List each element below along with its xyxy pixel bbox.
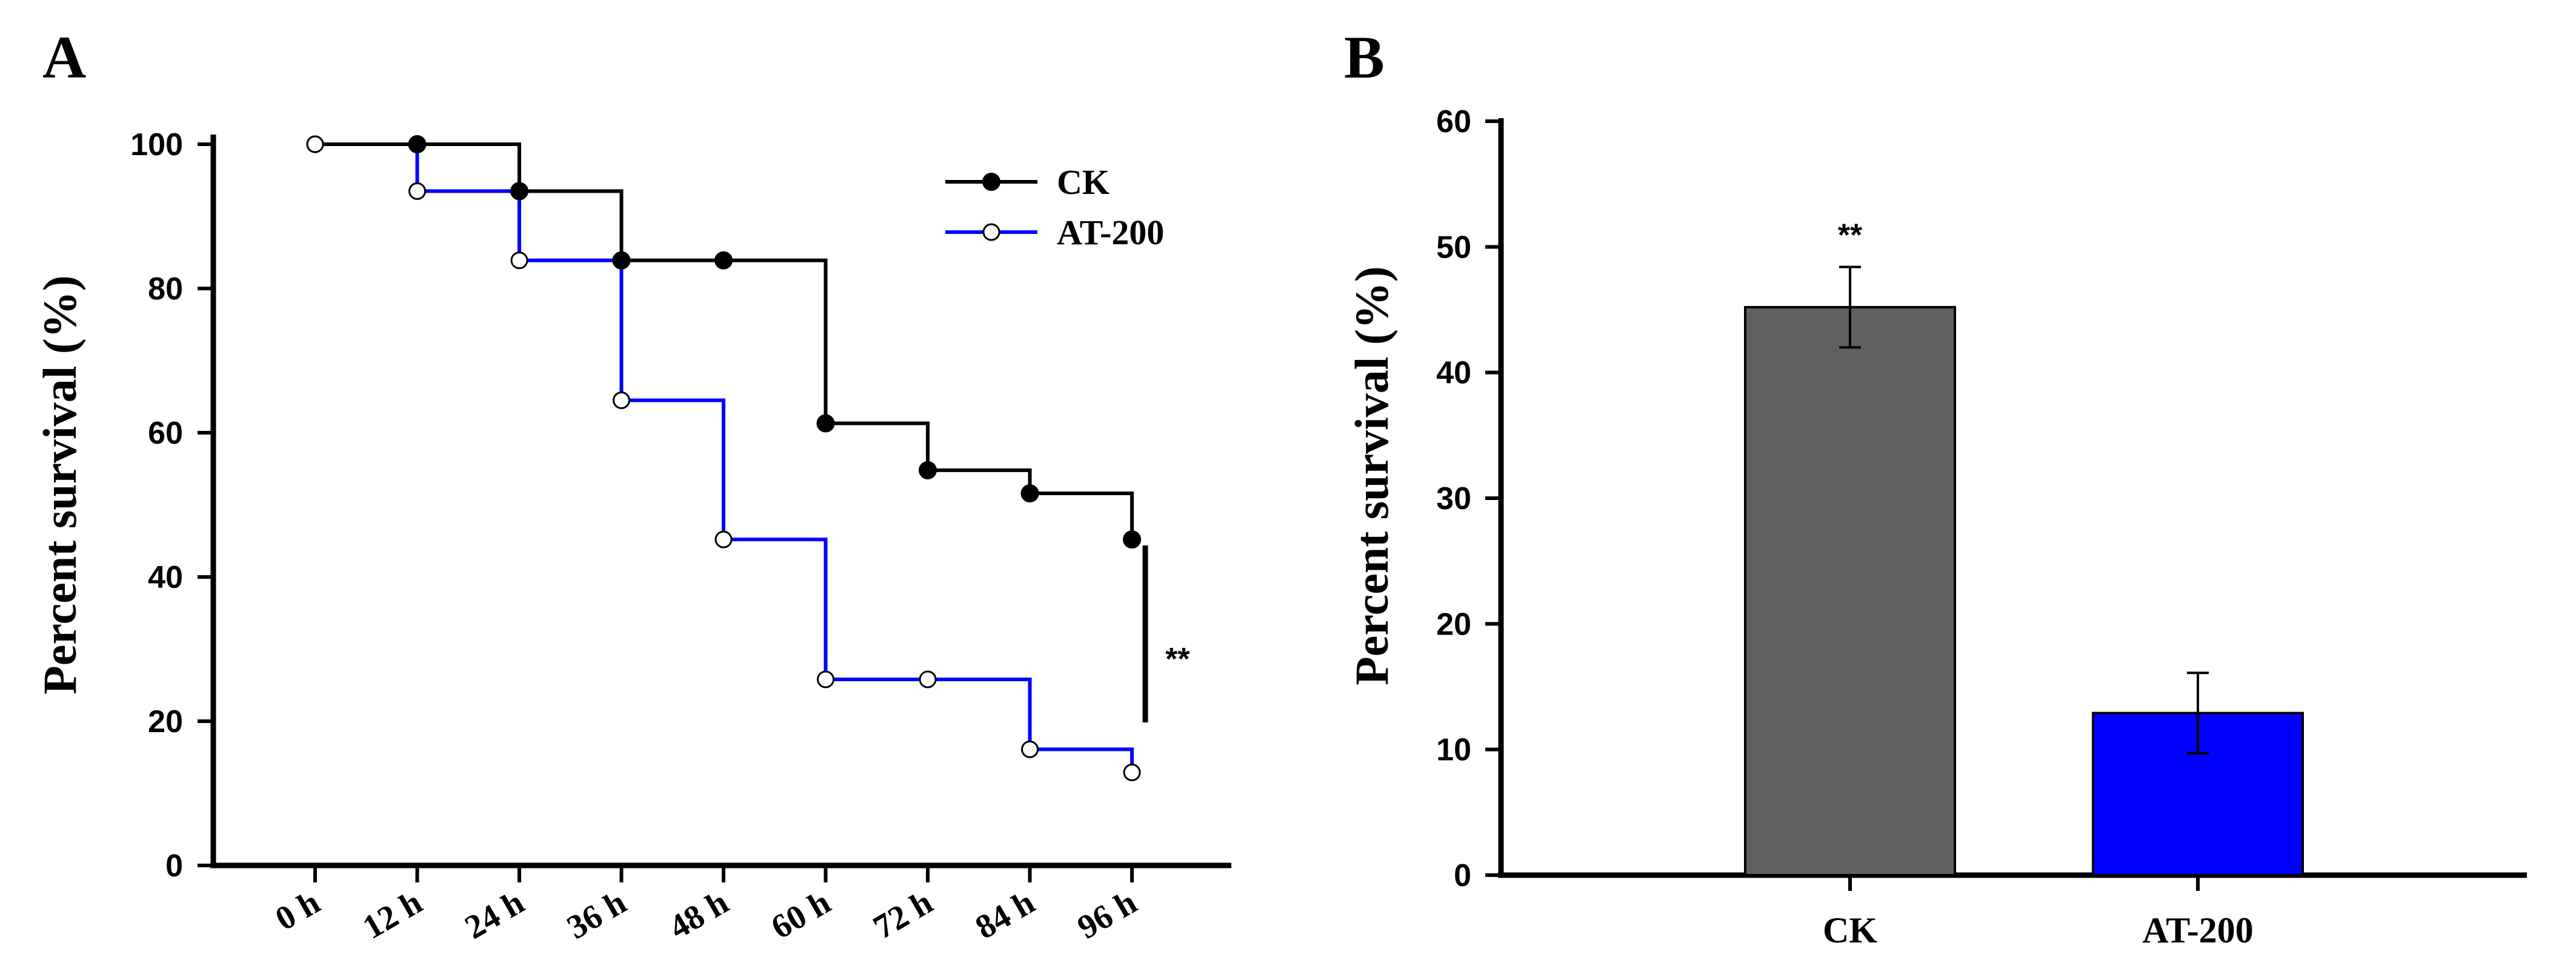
survival-point-at-200 [1123, 763, 1141, 781]
survival-point-ck [816, 414, 835, 433]
panel-a-y-axis-label: Percent survival (%) [33, 275, 86, 695]
survival-bar-panel: B Percent survival (%) 0 10 20 30 40 50 60 CK A… [1344, 24, 2527, 950]
panel-b-y-tick-label: 40 [1436, 356, 1471, 391]
legend-ck-label: CK [1057, 162, 1110, 202]
bar-ck [1744, 305, 1956, 876]
survival-point-ck [1020, 484, 1039, 502]
survival-curve-panel: A Percent survival (%) 0 20 40 60 80 100 0 h 1… [33, 24, 1231, 947]
survival-point-at-200 [306, 135, 324, 153]
panel-a-x-tick-label: 48 h [663, 884, 735, 947]
legend-at200-label: AT-200 [1057, 213, 1164, 252]
panel-b-x-tick-label: CK [1823, 910, 1877, 950]
panel-a-y-tick-label: 0 [165, 848, 183, 884]
survival-point-at-200 [408, 182, 426, 200]
survival-point-ck [1123, 530, 1141, 549]
legend-ck-marker [982, 173, 1000, 191]
survival-point-at-200 [1021, 740, 1039, 758]
survival-point-at-200 [919, 670, 937, 688]
panel-a-y-tick-label: 20 [148, 704, 183, 739]
panel-a-x-tick-label: 24 h [459, 884, 531, 947]
panel-b-y-tick-label: 50 [1436, 230, 1471, 265]
panel-a-legend: CK AT-200 [945, 162, 1164, 252]
panel-a-x-tick-label: 0 h [269, 884, 326, 938]
panel-a-x-tick-label: 96 h [1071, 884, 1143, 947]
panel-a-x-tick-label: 36 h [561, 884, 633, 947]
panel-b-x-tick-label: AT-200 [2142, 910, 2253, 950]
panel-b-y-tick-label: 20 [1436, 607, 1471, 642]
survival-point-ck [612, 251, 631, 270]
panel-b-y-tick-label: 10 [1436, 733, 1471, 768]
legend-at200-marker [982, 223, 1000, 241]
survival-point-at-200 [510, 252, 528, 270]
survival-point-at-200 [817, 670, 834, 688]
panel-a-x-tick-label: 12 h [356, 884, 428, 947]
panel-b-y-tick-label: 60 [1436, 104, 1471, 139]
survival-point-at-200 [613, 391, 630, 409]
panel-b-y-tick-label: 0 [1454, 858, 1471, 893]
panel-a-y-tick-label: 80 [148, 272, 183, 307]
panel-b-y-tick-label: 30 [1436, 481, 1471, 516]
panel-a-x-tick-label: 72 h [867, 884, 939, 947]
panel-b-label: B [1344, 24, 1385, 91]
panel-a-x-tick-label: 60 h [765, 884, 837, 947]
survival-point-ck [714, 251, 733, 270]
survival-point-at-200 [714, 530, 733, 548]
survival-point-ck [919, 461, 937, 479]
survival-point-ck [510, 182, 528, 201]
panel-b-significance-label: ** [1838, 218, 1863, 253]
panel-a-significance-label: ** [1165, 642, 1190, 677]
panel-b-y-axis-label: Percent survival (%) [1345, 266, 1398, 685]
panel-a-label: A [42, 24, 86, 91]
panel-a-y-tick-label: 60 [148, 416, 183, 451]
survival-point-ck [408, 135, 427, 153]
survival-line-at-200 [315, 142, 1134, 773]
panel-a-y-tick-label: 40 [148, 560, 183, 595]
panel-a-y-tick-label: 100 [130, 127, 183, 162]
panel-a-x-tick-label: 84 h [969, 884, 1041, 947]
